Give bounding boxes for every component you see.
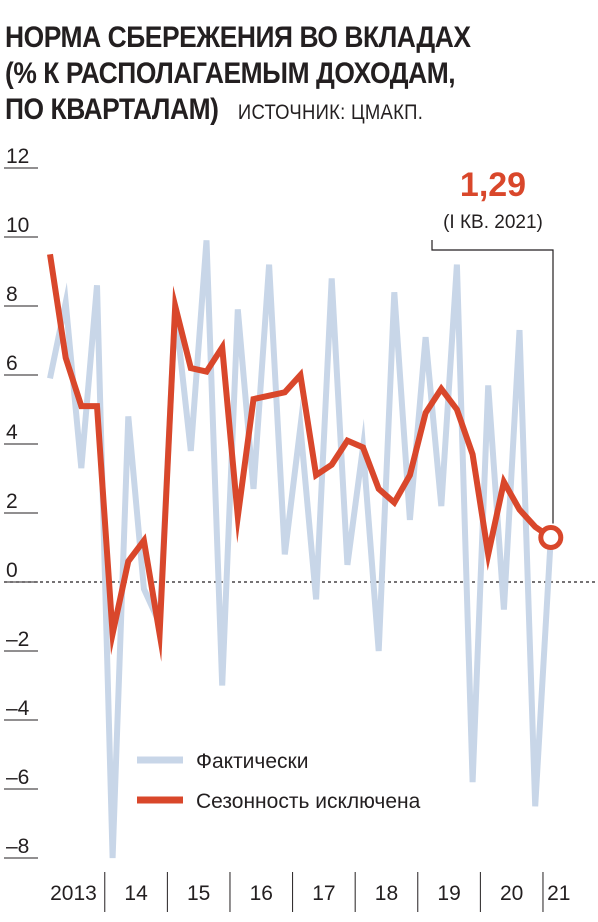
x-tick-label: 18	[375, 882, 398, 905]
y-tick-label: 12	[6, 145, 29, 168]
x-tick-label: 16	[250, 882, 273, 905]
last-point-marker	[538, 524, 564, 550]
x-tick-label: 19	[437, 882, 460, 905]
title-line-1: НОРМА СБЕРЕЖЕНИЯ ВО ВКЛАДАХ	[5, 21, 471, 54]
y-tick-label: –4	[6, 697, 30, 720]
x-tick-label: 21	[547, 882, 570, 905]
title-line-3-text: ПО КВАРТАЛАМ)	[5, 93, 219, 126]
x-tick-label: 14	[124, 882, 148, 905]
series-seasonally-adjusted	[47, 253, 564, 662]
y-tick-label: 0	[6, 559, 18, 582]
x-tick-label: 2013	[50, 882, 97, 905]
y-axis: 12 10 8 6 4 2 0 –2 –4 –6 –8	[4, 145, 38, 859]
title-line-2: (% К РАСПОЛАГАЕМЫМ ДОХОДАМ,	[5, 57, 456, 90]
x-axis: 2013 14 15 16 17 18 19 20 21	[50, 872, 570, 912]
chart-title: НОРМА СБЕРЕЖЕНИЯ ВО ВКЛАДАХ (% К РАСПОЛА…	[5, 20, 595, 131]
y-tick-label: –2	[6, 628, 29, 651]
title-line-3: ПО КВАРТАЛАМ) ИСТОЧНИК: ЦМАКП.	[5, 92, 524, 131]
y-tick-label: 6	[6, 352, 18, 375]
x-tick-label: 15	[187, 882, 210, 905]
y-tick-label: 2	[6, 490, 18, 513]
y-tick-label: 10	[6, 214, 29, 237]
legend-label: Фактически	[196, 750, 308, 773]
legend-item-actual: Фактически	[137, 750, 308, 773]
legend-label: Сезонность исключена	[196, 790, 421, 813]
callout-value: 1,29	[460, 166, 526, 204]
y-tick-label: –8	[6, 835, 29, 858]
x-tick-label: 17	[312, 882, 335, 905]
callout-leader	[431, 240, 554, 524]
y-tick-label: 4	[6, 421, 18, 444]
y-tick-label: –6	[6, 766, 29, 789]
y-tick-label: 8	[6, 283, 18, 306]
legend-item-seasonally-adjusted: Сезонность исключена	[137, 790, 421, 813]
series-line-seasonally-adjusted	[47, 253, 553, 662]
legend: Фактически Сезонность исключена	[137, 750, 421, 813]
source-note: ИСТОЧНИК: ЦМАКП.	[237, 101, 424, 124]
callout: 1,29 (I КВ. 2021)	[431, 166, 554, 524]
series-line-actual	[47, 240, 554, 859]
x-tick-label: 20	[500, 882, 523, 905]
callout-label: (I КВ. 2021)	[443, 212, 543, 233]
series-actual	[47, 240, 554, 859]
